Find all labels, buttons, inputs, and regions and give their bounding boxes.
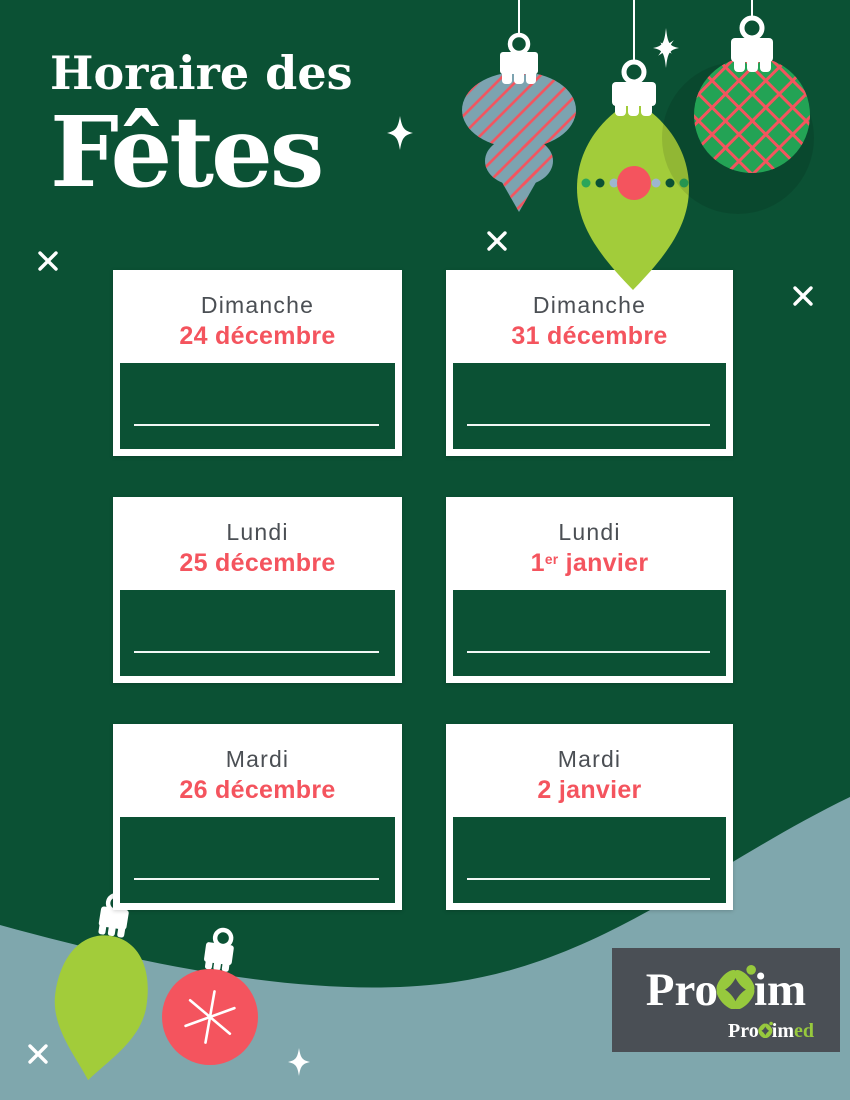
teardrop-ornament [54, 893, 148, 1081]
card-date-main: 2 janvier [537, 776, 642, 804]
card-date-tail: janvier [558, 549, 649, 577]
proximed-text-pre: Pro [728, 1020, 759, 1042]
hours-blank-line [467, 878, 710, 880]
card-date-label: 24 décembre [120, 322, 395, 351]
page-title: Horaire des Fêtes [50, 46, 353, 209]
card-date-label: 31 décembre [453, 322, 726, 351]
x-sparkle-icon [487, 231, 507, 251]
card-date-main: 26 décembre [179, 776, 336, 804]
card-date-label: 26 décembre [120, 776, 395, 805]
card-header: Lundi 1er janvier [453, 497, 726, 590]
schedule-card: Mardi 2 janvier [446, 724, 733, 910]
x-sparkle-icon [28, 1044, 48, 1064]
schedule-card: Mardi 26 décembre [113, 724, 402, 910]
schedule-card: Dimanche 24 décembre [113, 270, 402, 456]
card-header: Dimanche 31 décembre [453, 270, 726, 363]
card-header: Mardi 26 décembre [120, 724, 395, 817]
card-date-label: 2 janvier [453, 776, 726, 805]
schedule-card: Lundi 25 décembre [113, 497, 402, 683]
title-line-1: Horaire des [50, 46, 353, 100]
eight-point-star-icon [653, 28, 679, 68]
hours-blank-line [134, 651, 379, 653]
card-date-main: 25 décembre [179, 549, 336, 577]
x-sparkle-icon [38, 251, 58, 271]
card-hours-area [453, 590, 726, 676]
hours-blank-line [134, 878, 379, 880]
hours-blank-line [134, 424, 379, 426]
card-day-label: Lundi [558, 519, 621, 545]
four-point-star-icon [288, 1048, 310, 1076]
card-date-main: 24 décembre [179, 322, 336, 350]
card-date-main: 1 [530, 549, 545, 577]
schedule-card: Lundi 1er janvier [446, 497, 733, 683]
four-point-star-icon [387, 116, 413, 150]
striped-finial-ornament [462, 32, 576, 212]
card-hours-area [453, 817, 726, 903]
card-day-label: Dimanche [532, 292, 647, 318]
schedule-card: Dimanche 31 décembre [446, 270, 733, 456]
proxim-logo-box: Pro im Pro im ed [612, 948, 840, 1052]
proxim-logo-text-post: im [754, 964, 807, 1016]
card-header: Dimanche 24 décembre [120, 270, 395, 363]
proxim-logo: Pro im [646, 963, 806, 1019]
snowflake-ball-ornament [162, 927, 258, 1065]
title-line-2: Fêtes [50, 95, 324, 209]
card-header: Lundi 25 décembre [120, 497, 395, 590]
card-hours-area [453, 363, 726, 449]
card-day-label: Mardi [225, 746, 290, 772]
card-header: Mardi 2 janvier [453, 724, 726, 817]
card-day-label: Mardi [557, 746, 622, 772]
proxim-logo-text-pre: Pro [645, 964, 718, 1016]
x-sparkle-icon [793, 286, 813, 306]
dotted-drop-ornament [577, 59, 689, 290]
snowflake-icon [184, 990, 236, 1044]
card-date-main: 31 décembre [511, 322, 668, 350]
card-hours-area [120, 817, 395, 903]
proximed-logo: Pro im ed [728, 1021, 814, 1042]
hours-blank-line [467, 651, 710, 653]
card-date-superscript: er [544, 552, 559, 568]
hours-blank-line [467, 424, 710, 426]
proximed-text-suffix: ed [794, 1020, 814, 1042]
card-date-label: 25 décembre [120, 549, 395, 578]
card-date-label: 1er janvier [453, 549, 726, 578]
card-hours-area [120, 363, 395, 449]
proxim-leaf-x-icon [713, 964, 758, 1009]
plaid-ball-ornament [662, 15, 814, 214]
card-day-label: Lundi [226, 519, 289, 545]
card-hours-area [120, 590, 395, 676]
card-day-label: Dimanche [200, 292, 315, 318]
proximed-text-mid: im [771, 1020, 794, 1042]
